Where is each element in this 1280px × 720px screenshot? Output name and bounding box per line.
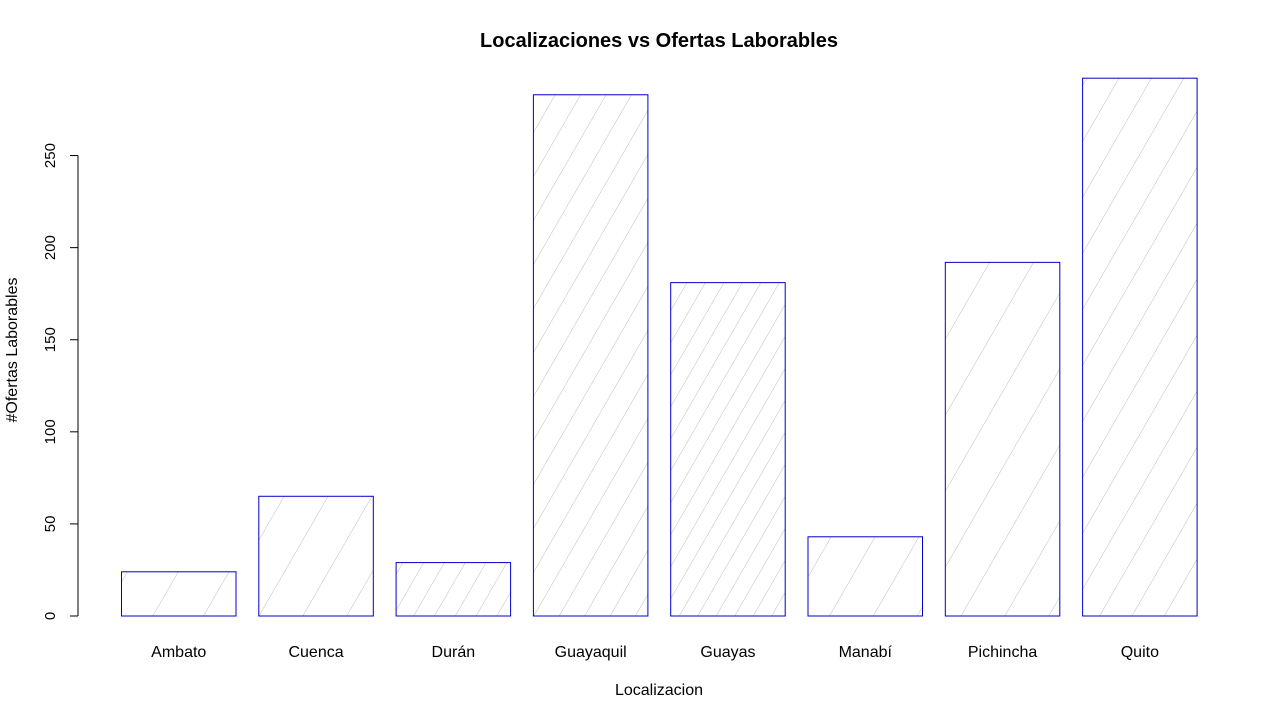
bars [121, 77, 1198, 617]
bar [944, 261, 1061, 617]
x-category-label: Cuenca [288, 644, 343, 661]
y-tick-label: 100 [42, 419, 59, 444]
bar [395, 562, 512, 617]
x-category-label: Quito [1121, 644, 1159, 661]
x-category-label: Guayaquil [555, 644, 627, 661]
x-category-label: Guayas [700, 644, 755, 661]
x-category-labels: Ambato Cuenca Durán Guayaquil Guayas Manabí Pi… [151, 644, 1159, 661]
bar [1082, 77, 1198, 617]
bar [121, 571, 237, 617]
y-tick-label: 150 [42, 327, 59, 352]
chart-title: Localizaciones vs Ofertas Laborables [480, 30, 838, 52]
y-tick-label: 0 [42, 612, 59, 620]
y-tick-label: 250 [42, 143, 59, 168]
bar [670, 282, 786, 617]
bar [258, 495, 374, 617]
y-axis: 0 50 100 150 200 250 [42, 143, 79, 620]
y-tick-label: 200 [42, 235, 59, 260]
x-category-label: Ambato [151, 644, 206, 661]
y-tick-label: 50 [42, 516, 59, 533]
y-axis-label: #Ofertas Laborables [4, 278, 21, 423]
x-category-label: Pichincha [968, 644, 1037, 661]
x-axis-label: Localizacion [615, 682, 703, 699]
x-category-label: Durán [432, 644, 476, 661]
x-category-label: Manabí [839, 644, 893, 661]
bar [532, 94, 649, 617]
bar [807, 536, 923, 617]
